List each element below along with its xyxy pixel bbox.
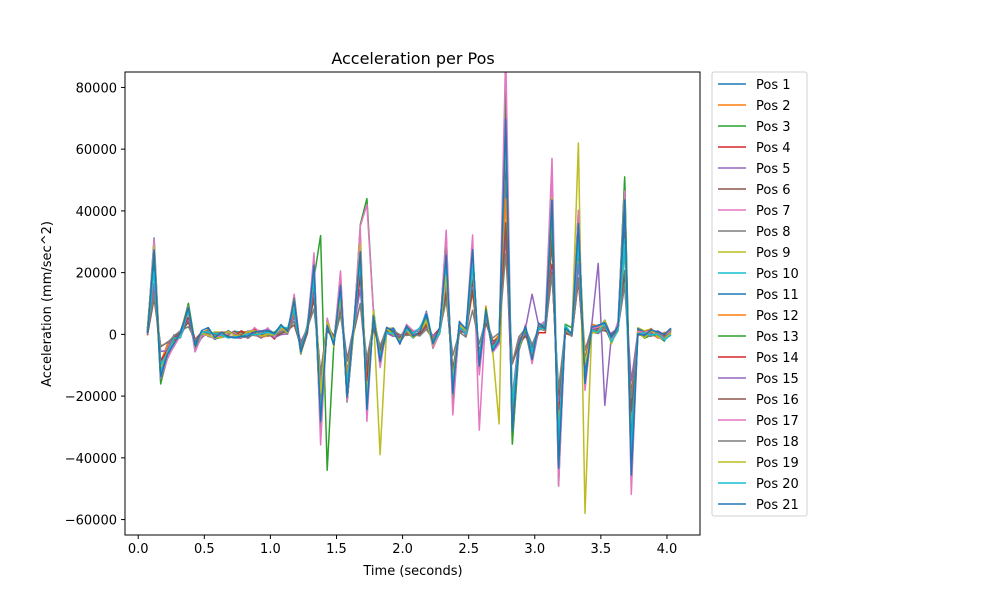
- series-line-1: [146, 126, 672, 475]
- legend-entry-label: Pos 16: [756, 393, 799, 408]
- series-line-2: [146, 125, 672, 468]
- series-line-10: [146, 120, 672, 458]
- series-line-3: [146, 95, 672, 487]
- y-tick-label: 60000: [76, 143, 117, 158]
- y-axis-label: Acceleration (mm/sec^2): [40, 221, 55, 387]
- x-tick-label: 2.0: [392, 542, 413, 557]
- legend-entry-label: Pos 4: [756, 141, 791, 156]
- y-tick-label: −40000: [65, 452, 117, 467]
- series-lines: [146, 72, 672, 515]
- legend-entry-label: Pos 1: [756, 78, 791, 93]
- y-tick-label: 40000: [76, 205, 117, 220]
- x-axis-label: Time (seconds): [362, 564, 462, 579]
- series-line-19: [146, 133, 672, 464]
- legend-entry-label: Pos 12: [756, 309, 799, 324]
- series-line-5: [146, 160, 672, 467]
- x-axis: 0.0 0.5 1.0 1.5 2.0 2.5 3.0 3.5 4.0: [128, 535, 677, 557]
- legend-entry-label: Pos 11: [756, 288, 799, 303]
- series-line-4: [146, 122, 671, 446]
- legend-entry-label: Pos 15: [756, 372, 799, 387]
- series-line-17: [146, 72, 672, 496]
- legend-entry-label: Pos 5: [756, 162, 791, 177]
- series-line-13: [146, 91, 672, 470]
- legend-entry-label: Pos 2: [756, 99, 791, 114]
- x-tick-label: 1.0: [260, 542, 281, 557]
- y-tick-label: 80000: [76, 81, 117, 96]
- x-tick-label: 3.0: [524, 542, 545, 557]
- series-line-8: [146, 179, 672, 440]
- series-line-12: [146, 198, 672, 418]
- series-line-9: [146, 101, 672, 515]
- legend-entry-label: Pos 14: [756, 351, 799, 366]
- legend-entry-label: Pos 19: [756, 456, 799, 471]
- legend-entry-label: Pos 20: [756, 477, 799, 492]
- x-tick-label: 0.5: [194, 542, 215, 557]
- legend-entry-label: Pos 8: [756, 225, 791, 240]
- y-tick-label: −60000: [65, 514, 117, 529]
- x-tick-label: 3.5: [591, 542, 612, 557]
- x-tick-label: 4.0: [657, 542, 678, 557]
- legend-entry-label: Pos 7: [756, 204, 791, 219]
- legend: Pos 1 Pos 2 Pos 3 Pos 4 Pos 5 Pos 6 Pos 7 Pos 8…: [711, 71, 808, 517]
- x-tick-label: 0.0: [128, 542, 149, 557]
- legend-entry-label: Pos 21: [756, 498, 799, 513]
- plot-frame: [124, 71, 701, 536]
- series-line-20: [146, 126, 672, 453]
- x-tick-label: 1.5: [326, 542, 347, 557]
- y-tick-label: 0: [109, 328, 117, 343]
- legend-entry-label: Pos 3: [756, 120, 791, 135]
- series-line-6: [146, 171, 672, 432]
- legend-entry-label: Pos 10: [756, 267, 799, 282]
- series-line-7: [146, 120, 672, 488]
- legend-entry-label: Pos 18: [756, 435, 799, 450]
- x-tick-label: 2.5: [458, 542, 479, 557]
- series-line-21: [146, 118, 672, 476]
- legend-entry-label: Pos 17: [756, 414, 799, 429]
- series-line-11: [146, 138, 672, 464]
- y-tick-label: −20000: [65, 390, 117, 405]
- y-tick-label: 20000: [76, 267, 117, 282]
- legend-entry-label: Pos 6: [756, 183, 791, 198]
- legend-entry-label: Pos 13: [756, 330, 799, 345]
- legend-entry-label: Pos 9: [756, 246, 791, 261]
- plot-area: [124, 71, 701, 536]
- legend-frame: [711, 71, 808, 517]
- y-axis: −60000 −40000 −20000 0 20000 40000 60000 80000: [65, 81, 125, 529]
- chart-title: Acceleration per Pos: [331, 49, 494, 68]
